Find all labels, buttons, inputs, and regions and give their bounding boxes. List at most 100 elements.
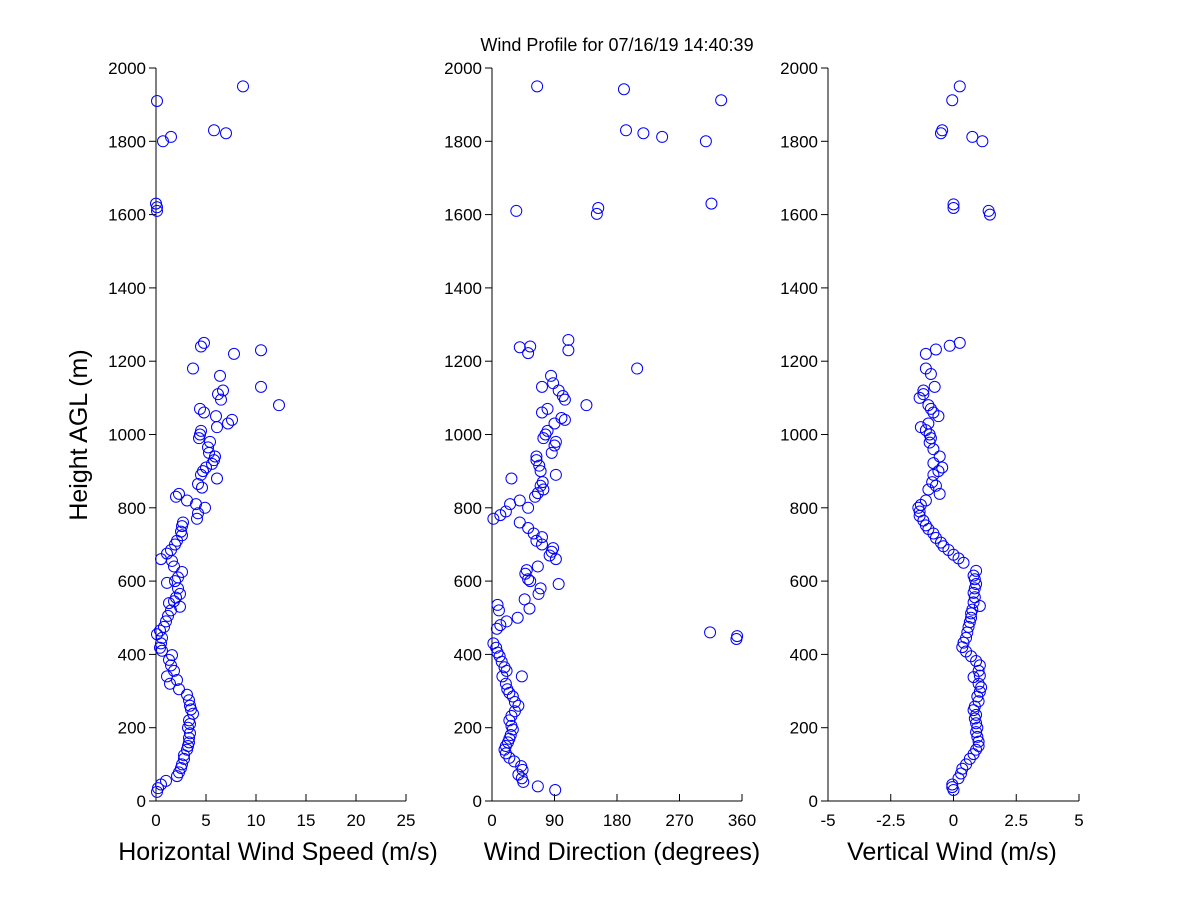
y-tick-label-vertical: 2000 (780, 59, 818, 78)
data-point-direction (637, 127, 650, 140)
x-tick-label-direction: 270 (665, 811, 693, 830)
data-point-speed (151, 785, 163, 798)
data-point-direction (548, 439, 561, 452)
y-tick-label-speed: 1000 (108, 426, 146, 445)
data-point-direction (704, 626, 717, 639)
data-point-vertical (919, 347, 932, 360)
data-point-vertical (934, 536, 947, 549)
data-point-speed (237, 80, 249, 93)
data-point-direction (522, 347, 535, 360)
x-tick-label-speed: 15 (297, 811, 316, 830)
data-point-speed (178, 752, 190, 765)
data-point-speed (178, 749, 190, 762)
x-axis-label-direction: Wind Direction (degrees) (484, 838, 761, 866)
y-tick-label-direction: 1600 (444, 206, 482, 225)
data-point-speed (208, 124, 220, 137)
y-tick-label-vertical: 400 (790, 645, 818, 664)
data-point-direction (534, 479, 547, 492)
data-point-vertical (971, 730, 984, 743)
x-tick-label-vertical: -2.5 (876, 811, 905, 830)
data-point-vertical (971, 721, 984, 734)
data-point-vertical (983, 208, 996, 221)
x-tick-label-direction: 90 (545, 811, 564, 830)
x-tick-label-direction: 360 (728, 811, 756, 830)
data-point-direction (548, 417, 561, 430)
data-point-speed (172, 582, 184, 595)
data-point-speed (211, 421, 223, 434)
data-point-direction (531, 780, 544, 793)
data-point-direction (552, 578, 565, 591)
data-point-vertical (968, 591, 981, 604)
y-tick-label-vertical: 800 (790, 499, 818, 518)
y-tick-label-direction: 1200 (444, 352, 482, 371)
data-point-direction (631, 362, 644, 375)
data-point-direction (494, 619, 507, 632)
data-point-vertical (965, 607, 978, 620)
data-point-vertical (972, 735, 985, 748)
data-point-direction (730, 633, 743, 646)
data-point-speed (255, 380, 267, 393)
data-point-speed (168, 560, 180, 573)
y-tick-label-vertical: 1800 (780, 132, 818, 151)
data-point-speed (187, 362, 199, 375)
y-tick-label-direction: 2000 (444, 59, 482, 78)
data-point-speed (176, 520, 188, 533)
data-point-direction (491, 598, 504, 611)
data-point-speed (195, 340, 207, 353)
data-point-direction (592, 202, 605, 215)
x-tick-label-speed: 20 (347, 811, 366, 830)
data-point-vertical (929, 343, 942, 356)
data-point-speed (173, 683, 185, 696)
data-point-direction (508, 696, 521, 709)
data-point-direction (513, 341, 526, 354)
data-point-vertical (976, 135, 989, 148)
data-point-direction (527, 527, 540, 540)
data-point-vertical (913, 391, 926, 404)
data-point-speed (163, 597, 175, 610)
y-tick-label-vertical: 1200 (780, 352, 818, 371)
data-point-vertical (946, 778, 959, 791)
data-point-speed (173, 487, 185, 500)
x-axis-label-vertical: Vertical Wind (m/s) (847, 838, 1057, 866)
data-point-direction (529, 490, 542, 503)
data-point-vertical (924, 402, 937, 415)
data-point-speed (154, 624, 166, 637)
y-tick-label-direction: 0 (473, 792, 482, 811)
y-tick-label-direction: 800 (454, 499, 482, 518)
data-point-speed (169, 575, 181, 588)
data-point-speed (164, 677, 176, 690)
data-point-speed (255, 344, 267, 357)
data-point-speed (166, 554, 178, 567)
data-point-vertical (943, 339, 956, 352)
data-point-speed (198, 406, 210, 419)
x-axis-label-speed: Horizontal Wind Speed (m/s) (118, 838, 438, 866)
data-point-vertical (957, 636, 970, 649)
data-point-direction (516, 763, 529, 776)
data-point-direction (492, 604, 505, 617)
x-tick-label-vertical: -5 (820, 811, 835, 830)
data-point-vertical (924, 368, 937, 381)
data-point-vertical (922, 483, 935, 496)
x-tick-label-vertical: 5 (1074, 811, 1083, 830)
data-point-vertical (924, 432, 937, 445)
data-point-vertical (927, 443, 940, 456)
data-point-vertical (970, 726, 983, 739)
data-point-vertical (965, 611, 978, 624)
data-point-speed (194, 402, 206, 415)
data-point-vertical (953, 80, 966, 93)
panel-speed: 0 200 400 600 800 1000 1200 1400 1600 1800 2000 0 5 1… (108, 59, 438, 866)
data-point-vertical (932, 410, 945, 423)
data-point-speed (181, 743, 193, 756)
data-point-speed (151, 204, 163, 217)
x-tick-label-direction: 0 (487, 811, 496, 830)
data-point-direction (549, 553, 562, 566)
data-point-vertical (972, 677, 985, 690)
data-point-direction (500, 615, 513, 628)
data-point-direction (620, 124, 633, 137)
data-point-direction (490, 641, 503, 654)
data-point-vertical (934, 127, 947, 140)
y-tick-label-vertical: 1400 (780, 279, 818, 298)
data-point-vertical (919, 519, 932, 532)
